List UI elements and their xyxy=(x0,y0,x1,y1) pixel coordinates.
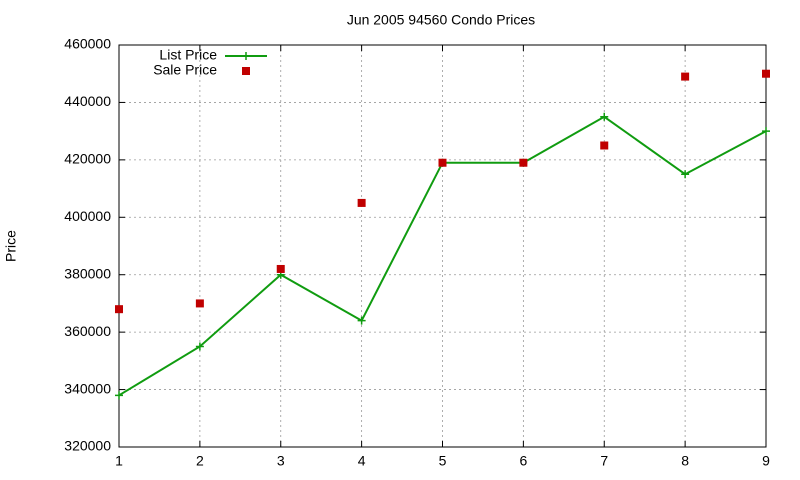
legend-marker xyxy=(242,67,250,75)
y-tick-label: 340000 xyxy=(64,380,111,396)
y-tick-label: 380000 xyxy=(64,265,111,281)
y-tick-label: 460000 xyxy=(64,36,111,52)
legend-marker xyxy=(242,52,250,60)
y-tick-label: 440000 xyxy=(64,93,111,109)
x-tick-label: 6 xyxy=(519,453,527,469)
x-tick-label: 2 xyxy=(196,453,204,469)
data-point xyxy=(681,170,690,179)
data-point xyxy=(195,299,204,308)
data-point xyxy=(600,141,609,150)
data-point xyxy=(762,69,770,78)
y-tick-label: 400000 xyxy=(64,208,111,224)
plot-border xyxy=(118,44,767,448)
x-tick-label: 7 xyxy=(600,453,608,469)
x-tick-label: 1 xyxy=(115,453,123,469)
y-tick-label: 360000 xyxy=(64,323,111,339)
y-tick-label: 420000 xyxy=(64,151,111,167)
data-point xyxy=(276,264,285,273)
y-axis-label: Price xyxy=(3,230,19,262)
legend-label: Sale Price xyxy=(153,62,217,78)
x-tick-label: 8 xyxy=(681,453,689,469)
y-tick-label: 320000 xyxy=(64,438,111,454)
data-point xyxy=(115,305,123,314)
chart-title: Jun 2005 94560 Condo Prices xyxy=(347,12,535,28)
data-point xyxy=(600,112,609,121)
x-tick-label: 5 xyxy=(439,453,447,469)
data-point xyxy=(357,198,366,207)
data-point xyxy=(681,72,690,81)
x-tick-label: 4 xyxy=(358,453,366,469)
data-point xyxy=(438,158,447,167)
data-point xyxy=(195,342,204,351)
data-point xyxy=(519,158,528,167)
data-point xyxy=(762,127,770,136)
data-point xyxy=(115,391,123,400)
x-tick-label: 9 xyxy=(762,453,770,469)
legend-label: List Price xyxy=(159,47,217,63)
x-tick-label: 3 xyxy=(277,453,285,469)
data-point xyxy=(357,316,366,325)
